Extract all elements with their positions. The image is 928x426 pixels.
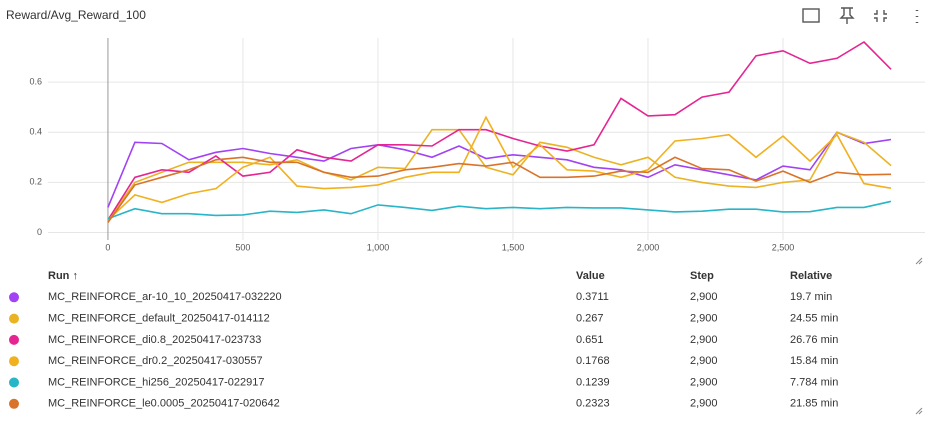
x-tick-label: 1,000 [367,242,390,252]
run-color-dot [9,292,19,303]
x-tick-label: 500 [235,242,250,252]
run-relative: 15.84 min [790,355,838,367]
run-relative: 26.76 min [790,334,838,346]
series-line [107,115,892,221]
y-tick-label: 0.4 [29,127,42,137]
run-color-dot [9,398,19,409]
run-value: 0.651 [576,334,604,346]
x-tick-label: 0 [105,242,110,252]
column-header: Step [690,270,714,282]
run-step: 2,900 [690,291,718,303]
run-step: 2,900 [690,398,718,410]
y-tick-label: 0 [37,227,42,237]
series-line [107,128,892,221]
run-name: MC_REINFORCE_ar-10_10_20250417-032220 [48,291,282,303]
toolbar[interactable] [802,7,919,24]
run-relative: 24.55 min [790,313,838,325]
run-relative: 21.85 min [790,398,838,410]
pin-icon[interactable] [839,7,855,24]
run-value: 0.2323 [576,398,610,410]
run-value: 0.1768 [576,355,610,367]
series-line [107,156,892,223]
series-line [107,40,892,221]
fullscreen-icon[interactable] [874,10,887,22]
series-line [107,200,892,220]
column-header[interactable]: Run ↑ [48,270,78,282]
chart-title: Reward/Avg_Reward_100 [6,8,146,22]
run-color-dot [9,334,19,345]
run-color-dot [9,313,19,324]
run-name: MC_REINFORCE_le0.0005_20250417-020642 [48,398,280,410]
run-step: 2,900 [690,334,718,346]
run-name: MC_REINFORCE_default_20250417-014112 [48,313,270,325]
run-value: 0.267 [576,313,604,325]
run-value: 0.3711 [576,291,609,303]
fit-icon[interactable] [802,8,820,23]
column-header: Relative [790,270,832,282]
series-line [107,131,892,208]
run-relative: 19.7 min [790,291,832,303]
x-tick-label: 2,000 [637,242,660,252]
run-color-dot [9,356,19,367]
run-name: MC_REINFORCE_hi256_20250417-022917 [48,376,264,388]
run-step: 2,900 [690,355,718,367]
run-value: 0.1239 [576,376,610,388]
run-step: 2,900 [690,376,718,388]
resize-handle [915,257,923,415]
x-tick-label: 1,500 [502,242,525,252]
y-tick-label: 0.6 [29,76,42,86]
run-name: MC_REINFORCE_di0.8_20250417-023733 [48,334,261,346]
x-tick-label: 2,500 [772,242,795,252]
run-step: 2,900 [690,313,718,325]
run-relative: 7.784 min [790,376,838,388]
y-tick-label: 0.2 [29,177,42,187]
run-name: MC_REINFORCE_dr0.2_20250417-030557 [48,355,263,367]
run-color-dot [9,377,19,388]
column-header: Value [576,270,605,282]
